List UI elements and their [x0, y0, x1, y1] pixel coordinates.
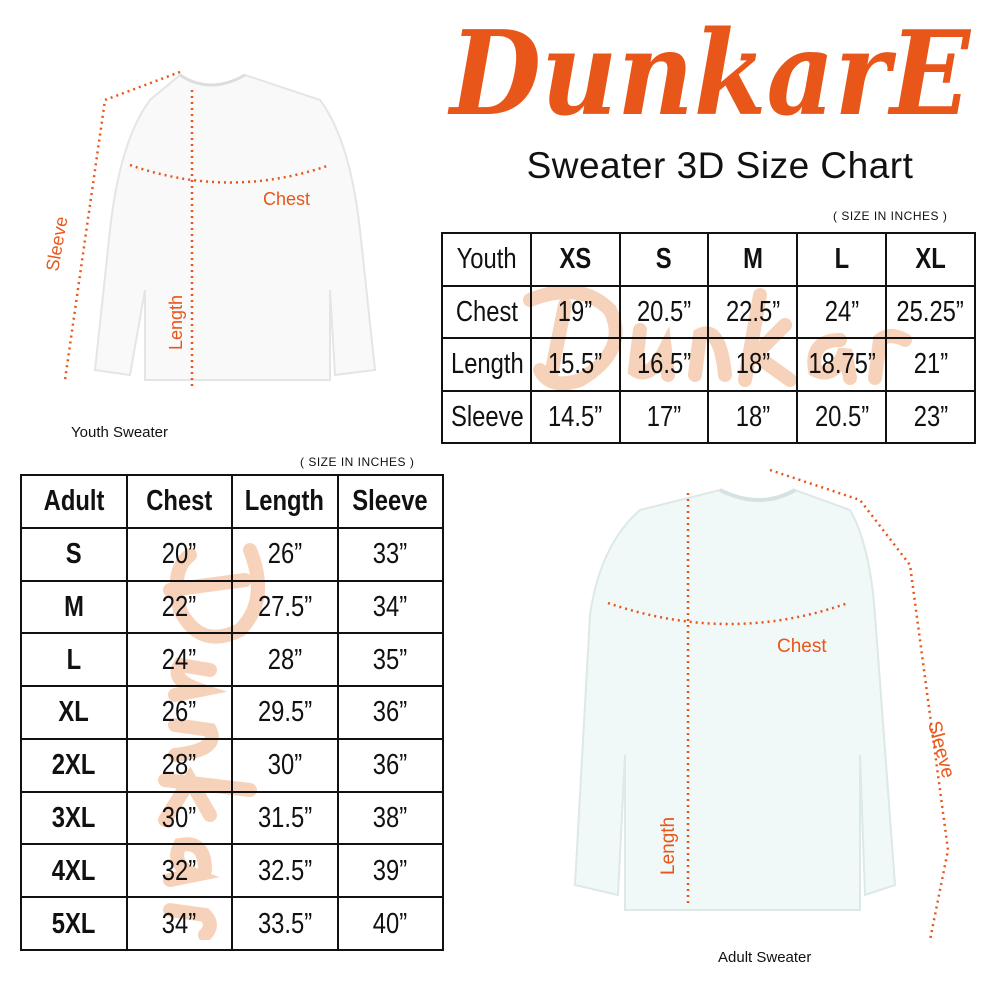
table-cell: 23”: [885, 389, 976, 444]
youth-size-table: Youth XS S M L XL Chest 19” 20.5” 22.5” …: [441, 232, 976, 444]
table-cell: 31.5”: [231, 790, 339, 846]
table-row: XL 26” 29.5” 36”: [20, 685, 444, 740]
table-cell: 29.5”: [231, 685, 339, 740]
header-cell: Youth: [441, 232, 532, 287]
table-cell: 18”: [707, 389, 799, 444]
adult-sweater-illustration: Chest Length Sleeve: [573, 468, 958, 941]
youth-length-label: Length: [166, 295, 186, 350]
table-row: 4XL 32” 32.5” 39”: [20, 843, 444, 899]
table-cell: 19”: [529, 284, 621, 339]
header-cell: L: [796, 232, 888, 287]
youth-sleeve-label: Sleeve: [42, 215, 71, 273]
row-label: 4XL: [20, 843, 128, 899]
youth-chest-label: Chest: [263, 189, 310, 209]
table-cell: 40”: [336, 896, 444, 951]
table-cell: 15.5”: [529, 337, 621, 392]
row-label: Sleeve: [441, 389, 532, 444]
table-row: L 24” 28” 35”: [20, 632, 444, 688]
adult-sleeve-label: Sleeve: [923, 719, 958, 781]
table-cell: 36”: [336, 685, 444, 740]
table-cell: 25.25”: [885, 284, 976, 339]
table-row: Length 15.5” 16.5” 18” 18.75” 21”: [441, 337, 976, 392]
table-cell: 18”: [707, 337, 799, 392]
table-cell: 30”: [125, 790, 233, 846]
table-cell: 34”: [125, 896, 233, 951]
table-cell: 28”: [125, 737, 233, 793]
adult-chest-label: Chest: [777, 636, 827, 657]
row-label: XL: [20, 685, 128, 740]
youth-unit-note: ( SIZE IN INCHES ): [833, 209, 948, 223]
table-cell: 33”: [336, 526, 444, 582]
table-cell: 32”: [125, 843, 233, 899]
youth-sweater-illustration: Chest Length Sleeve: [42, 70, 377, 388]
table-row: 5XL 34” 33.5” 40”: [20, 896, 444, 951]
table-row: M 22” 27.5” 34”: [20, 579, 444, 635]
table-cell: 26”: [125, 685, 233, 740]
table-row: Sleeve 14.5” 17” 18” 20.5” 23”: [441, 389, 976, 444]
table-cell: 35”: [336, 632, 444, 688]
youth-sweater-caption: Youth Sweater: [71, 424, 169, 441]
table-cell: 30”: [231, 737, 339, 793]
header-cell: S: [618, 232, 710, 287]
header-cell: M: [707, 232, 799, 287]
table-row: 3XL 30” 31.5” 38”: [20, 790, 444, 846]
table-cell: 22.5”: [707, 284, 799, 339]
row-label: M: [20, 579, 128, 635]
row-label: 5XL: [20, 896, 128, 951]
table-cell: 28”: [231, 632, 339, 688]
header-cell: Chest: [125, 474, 233, 529]
row-label: 2XL: [20, 737, 128, 793]
table-row: S 20” 26” 33”: [20, 526, 444, 582]
table-cell: 36”: [336, 737, 444, 793]
table-cell: 34”: [336, 579, 444, 635]
table-cell: 17”: [618, 389, 710, 444]
table-cell: 14.5”: [529, 389, 621, 444]
adult-size-table: Adult Chest Length Sleeve S 20” 26” 33” M 22”…: [20, 474, 444, 951]
table-cell: 24”: [125, 632, 233, 688]
table-cell: 20.5”: [618, 284, 710, 339]
table-header-row: Adult Chest Length Sleeve: [20, 474, 444, 529]
table-cell: 22”: [125, 579, 233, 635]
table-cell: 20.5”: [796, 389, 888, 444]
header-cell: XS: [529, 232, 621, 287]
table-cell: 24”: [796, 284, 888, 339]
row-label: 3XL: [20, 790, 128, 846]
page-title: Sweater 3D Size Chart: [526, 145, 914, 186]
table-cell: 32.5”: [231, 843, 339, 899]
table-cell: 26”: [231, 526, 339, 582]
brand-logo: DunkarE: [447, 6, 971, 140]
row-label: L: [20, 632, 128, 688]
table-cell: 27.5”: [231, 579, 339, 635]
row-label: Chest: [441, 284, 532, 339]
adult-unit-note: ( SIZE IN INCHES ): [300, 455, 415, 469]
adult-length-label: Length: [658, 817, 679, 875]
table-cell: 33.5”: [231, 896, 339, 951]
table-cell: 39”: [336, 843, 444, 899]
table-cell: 20”: [125, 526, 233, 582]
table-cell: 18.75”: [796, 337, 888, 392]
row-label: Length: [441, 337, 532, 392]
table-row: 2XL 28” 30” 36”: [20, 737, 444, 793]
table-row: Chest 19” 20.5” 22.5” 24” 25.25”: [441, 284, 976, 339]
svg-text:DunkarE: DunkarE: [447, 6, 971, 140]
table-header-row: Youth XS S M L XL: [441, 232, 976, 287]
header-cell: Length: [231, 474, 339, 529]
adult-sweater-caption: Adult Sweater: [718, 949, 812, 966]
header-cell: XL: [885, 232, 976, 287]
table-cell: 16.5”: [618, 337, 710, 392]
table-cell: 21”: [885, 337, 976, 392]
header-cell: Adult: [20, 474, 128, 529]
row-label: S: [20, 526, 128, 582]
table-cell: 38”: [336, 790, 444, 846]
header-cell: Sleeve: [336, 474, 444, 529]
